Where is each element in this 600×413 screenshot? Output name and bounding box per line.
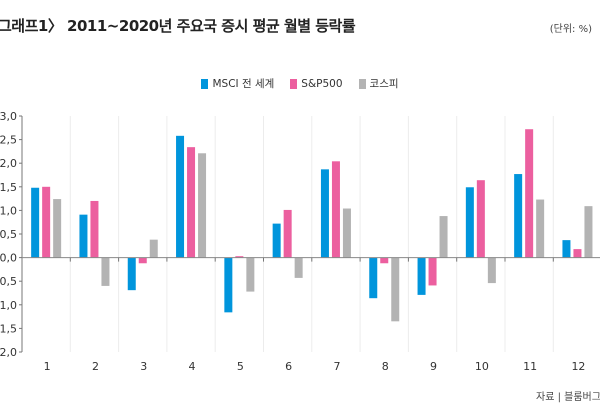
bar-kospi-11 xyxy=(536,199,545,258)
x-tick-label: 9 xyxy=(430,360,437,373)
x-tick-label: 11 xyxy=(523,360,537,373)
bar-kospi-6 xyxy=(294,257,303,278)
bar-kospi-12 xyxy=(584,206,593,258)
bar-msci-6 xyxy=(272,223,281,258)
legend-item-kospi: 코스피 xyxy=(358,76,399,91)
bar-sp500-10 xyxy=(476,180,485,258)
bar-sp500-3 xyxy=(138,257,147,264)
chart-title: 그래프1〉 2011~2020년 주요국 증시 평균 월별 등락률 xyxy=(0,17,356,35)
y-tick-label: -2,0 xyxy=(0,346,17,359)
bar-sp500-2 xyxy=(90,200,99,258)
legend-item-sp500: S&P500 xyxy=(290,76,343,91)
legend-label: 코스피 xyxy=(369,78,399,90)
bar-sp500-12 xyxy=(573,249,582,258)
bar-kospi-4 xyxy=(198,153,207,258)
y-tick-label: 2,5 xyxy=(0,134,17,147)
bar-sp500-9 xyxy=(428,257,437,286)
bar-kospi-10 xyxy=(487,257,496,284)
bar-sp500-11 xyxy=(525,129,534,258)
bar-msci-8 xyxy=(369,257,378,299)
y-tick-label: -1,0 xyxy=(0,299,17,312)
y-tick-label: -0,5 xyxy=(0,275,17,288)
x-tick-label: 10 xyxy=(475,360,489,373)
bar-kospi-9 xyxy=(439,216,448,258)
bar-msci-12 xyxy=(562,240,571,258)
bar-sp500-4 xyxy=(187,147,196,258)
x-tick-label: 7 xyxy=(333,360,340,373)
bar-msci-11 xyxy=(514,174,523,258)
bar-kospi-2 xyxy=(101,257,110,286)
x-tick-label: 4 xyxy=(189,360,196,373)
bar-sp500-8 xyxy=(380,257,389,264)
x-tick-label: 8 xyxy=(382,360,389,373)
bar-msci-3 xyxy=(127,257,136,291)
legend: MSCI 전 세계 S&P500 코스피 xyxy=(0,76,600,91)
legend-swatch xyxy=(358,78,366,89)
bar-msci-2 xyxy=(79,214,88,258)
bar-msci-5 xyxy=(224,257,233,313)
y-tick-label: 2,0 xyxy=(0,157,17,170)
bar-kospi-5 xyxy=(246,257,255,292)
bar-kospi-3 xyxy=(149,239,158,258)
x-tick-label: 12 xyxy=(571,360,585,373)
legend-swatch xyxy=(201,78,209,89)
bar-sp500-7 xyxy=(331,161,340,258)
x-tick-label: 6 xyxy=(285,360,292,373)
y-tick-label: -1,5 xyxy=(0,322,17,335)
y-tick-label: 1,0 xyxy=(0,204,17,217)
bar-sp500-6 xyxy=(283,209,292,258)
legend-label: S&P500 xyxy=(301,77,343,90)
bar-msci-1 xyxy=(31,187,40,258)
bar-msci-4 xyxy=(176,135,185,258)
x-tick-label: 5 xyxy=(237,360,244,373)
legend-swatch xyxy=(290,78,298,89)
bar-sp500-5 xyxy=(235,256,244,258)
bar-msci-10 xyxy=(465,187,474,258)
x-tick-label: 1 xyxy=(44,360,51,373)
bar-kospi-8 xyxy=(391,257,400,322)
y-tick-label: 3,0 xyxy=(0,110,17,123)
bar-kospi-7 xyxy=(342,208,351,258)
y-tick-label: 1,5 xyxy=(0,181,17,194)
unit-label: (단위: %) xyxy=(549,24,592,35)
x-tick-label: 2 xyxy=(92,360,99,373)
y-tick-label: 0,5 xyxy=(0,228,17,241)
bar-msci-7 xyxy=(320,169,329,258)
legend-label: MSCI 전 세계 xyxy=(212,78,275,90)
bar-kospi-1 xyxy=(53,199,62,258)
source-note: 자료 | 블룸버그 xyxy=(536,392,600,403)
x-tick-label: 3 xyxy=(140,360,147,373)
bar-msci-9 xyxy=(417,257,426,295)
y-tick-label: 0,0 xyxy=(0,252,17,265)
bar-sp500-1 xyxy=(42,186,51,258)
legend-item-msci: MSCI 전 세계 xyxy=(201,76,274,91)
